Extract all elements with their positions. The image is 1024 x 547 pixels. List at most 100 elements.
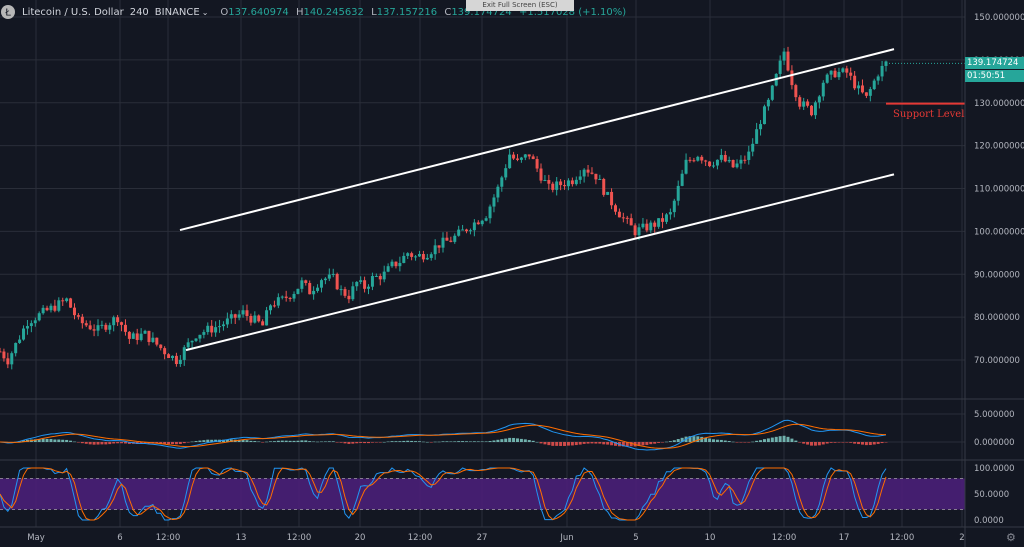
macd-histogram-bar (398, 441, 402, 442)
candle (319, 280, 323, 288)
candle (123, 324, 127, 332)
macd-histogram-bar (653, 442, 657, 444)
macd-histogram-bar (22, 440, 26, 442)
macd-histogram-bar (649, 442, 653, 445)
candle (237, 314, 241, 318)
candle (37, 313, 41, 321)
price-candles (0, 46, 888, 370)
close-label: C (444, 6, 452, 18)
macd-histogram-bar (417, 441, 421, 442)
macd-histogram-bar (594, 442, 598, 444)
candle (770, 85, 774, 100)
candle (139, 333, 143, 340)
candle (684, 159, 688, 174)
candle (704, 160, 708, 162)
candle (206, 325, 210, 333)
candle (127, 331, 131, 339)
chevron-down-icon[interactable]: ⌄ (201, 7, 209, 17)
macd-histogram-bar (696, 436, 700, 442)
candle (41, 307, 45, 314)
macd-histogram-bar (484, 441, 488, 442)
macd-histogram-bar (759, 440, 763, 442)
macd-histogram-bar (676, 439, 680, 442)
symbol-name[interactable]: Litecoin / U.S. Dollar (22, 6, 124, 18)
macd-histogram-bar (853, 442, 857, 444)
macd-histogram-bar (347, 442, 351, 444)
x-tick-label: 27 (477, 533, 488, 543)
x-tick-label: 20 (355, 533, 366, 543)
macd-histogram-bar (574, 442, 578, 446)
candle (218, 326, 222, 328)
candle (465, 229, 469, 232)
candle (414, 256, 418, 258)
y-tick-label: 100.000000 (974, 227, 1024, 237)
candle (755, 129, 759, 144)
macd-histogram-bar (884, 442, 888, 443)
macd-histogram-bar (810, 442, 814, 446)
exchange[interactable]: BINANCE (154, 6, 200, 18)
candle (825, 74, 829, 83)
candle (700, 156, 704, 161)
candle (453, 235, 457, 242)
candle (374, 275, 378, 277)
candle (857, 85, 861, 89)
candle (868, 89, 872, 96)
candle (672, 200, 676, 213)
candle (312, 290, 316, 295)
exit-fullscreen-button[interactable]: Exit Full Screen (ESC) (466, 0, 574, 11)
x-tick-label: 12:00 (408, 533, 433, 543)
gear-icon[interactable]: ⚙ (1006, 531, 1016, 544)
candle (515, 158, 519, 160)
macd-histogram-bar (182, 442, 186, 444)
macd-histogram-bar (53, 439, 57, 442)
macd-histogram-bar (421, 441, 425, 443)
y-tick-label: 130.000000 (974, 99, 1024, 109)
candle (120, 322, 124, 325)
candle (72, 307, 76, 316)
x-tick-label: Jun (559, 533, 573, 543)
macd-histogram-bar (535, 441, 539, 443)
candle (225, 318, 229, 325)
candle (22, 328, 26, 340)
candle (810, 105, 814, 116)
macd-histogram-bar (868, 442, 872, 446)
candle (304, 280, 308, 283)
macd-histogram-bar (786, 436, 790, 442)
open-value: 137.640974 (228, 6, 289, 18)
macd-histogram-bar (221, 439, 225, 442)
candle (496, 186, 500, 198)
candle (214, 327, 218, 333)
interval[interactable]: 240 (129, 6, 149, 18)
macd-histogram-bar (390, 441, 394, 442)
candle (2, 351, 6, 359)
candle (65, 298, 69, 302)
macd-histogram-bar (876, 442, 880, 444)
macd-histogram-bar (735, 442, 739, 443)
macd-histogram-bar (743, 442, 747, 443)
candle (715, 159, 719, 166)
x-tick-label: 5 (633, 533, 638, 543)
candle (543, 180, 547, 182)
candle (359, 280, 363, 282)
macd-histogram-bar (637, 442, 641, 446)
macd-histogram-bar (860, 442, 864, 445)
macd-histogram-bar (210, 439, 214, 442)
candle (410, 253, 414, 257)
candle (794, 85, 798, 98)
macd-histogram-bar (225, 439, 229, 442)
candle (100, 324, 104, 326)
macd-histogram-bar (323, 441, 327, 442)
macd-histogram-bar (410, 440, 414, 442)
macd-histogram-bar (813, 442, 817, 446)
candle (492, 197, 496, 207)
support-level-label: Support Level (893, 109, 965, 120)
macd-histogram-bar (570, 442, 574, 446)
macd-histogram-bar (778, 436, 782, 442)
candle (347, 295, 351, 300)
macd-histogram-bar (229, 439, 233, 442)
candle (449, 240, 453, 242)
macd-histogram-bar (802, 442, 806, 444)
candle (602, 178, 606, 195)
candle (841, 68, 845, 72)
